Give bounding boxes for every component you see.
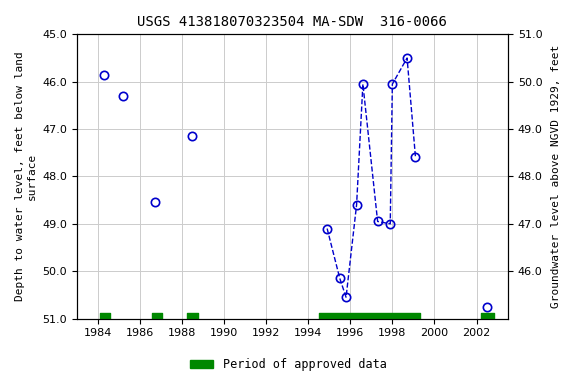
Title: USGS 413818070323504 MA-SDW  316-0066: USGS 413818070323504 MA-SDW 316-0066 xyxy=(138,15,448,29)
Y-axis label: Depth to water level, feet below land
surface: Depth to water level, feet below land su… xyxy=(15,51,37,301)
Legend: Period of approved data: Period of approved data xyxy=(185,354,391,376)
Y-axis label: Groundwater level above NGVD 1929, feet: Groundwater level above NGVD 1929, feet xyxy=(551,45,561,308)
